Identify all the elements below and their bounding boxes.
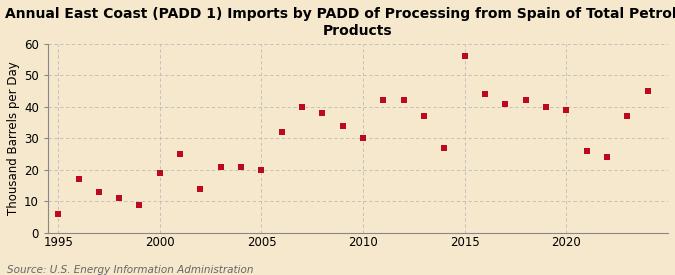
Point [460,54,470,58]
Point [73,177,84,182]
Point [297,104,308,109]
Y-axis label: Thousand Barrels per Day: Thousand Barrels per Day [7,61,20,215]
Point [53,212,63,216]
Point [520,98,531,103]
Point [601,155,612,160]
Point [358,136,369,141]
Point [114,196,125,200]
Point [378,98,389,103]
Point [480,92,491,96]
Point [195,187,206,191]
Point [500,101,511,106]
Point [581,149,592,153]
Point [439,145,450,150]
Text: Source: U.S. Energy Information Administration: Source: U.S. Energy Information Administ… [7,265,253,275]
Point [155,171,165,175]
Point [643,89,653,93]
Point [215,164,226,169]
Title: Annual East Coast (PADD 1) Imports by PADD of Processing from Spain of Total Pet: Annual East Coast (PADD 1) Imports by PA… [5,7,675,38]
Point [561,108,572,112]
Point [398,98,409,103]
Point [175,152,186,156]
Point [256,168,267,172]
Point [418,114,429,119]
Point [338,123,348,128]
Point [317,111,328,115]
Point [276,130,287,134]
Point [541,104,551,109]
Point [236,164,246,169]
Point [93,190,104,194]
Point [134,202,145,207]
Point [622,114,632,119]
